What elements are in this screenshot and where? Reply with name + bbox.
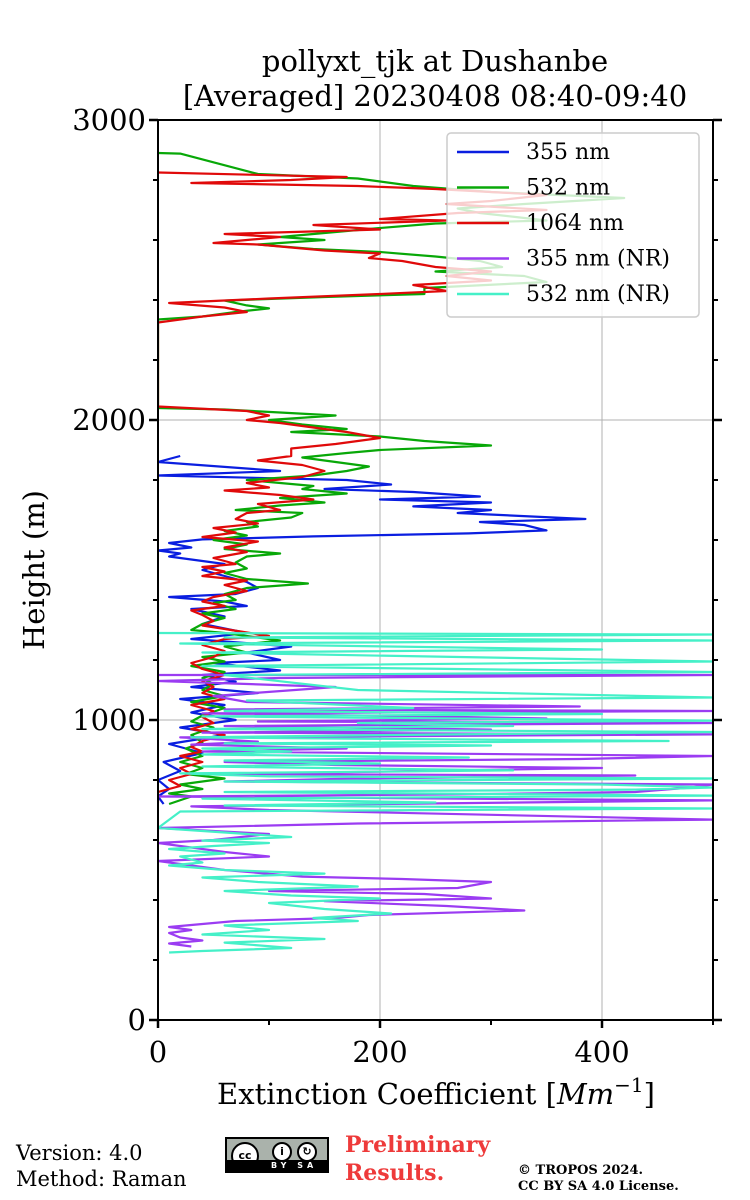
y-tick-label: 3000 — [72, 103, 146, 137]
x-tick-label: 0 — [149, 1035, 167, 1069]
cc-license-badge: cc i ↻ BY SA — [225, 1137, 329, 1173]
x-axis-label-unit: Mm — [556, 1077, 614, 1111]
x-tick-label: 400 — [574, 1035, 629, 1069]
legend-label: 1064 nm — [526, 211, 624, 236]
cc-badge-strip — [227, 1160, 327, 1171]
preliminary-line-1: Preliminary — [345, 1132, 491, 1158]
method-label: Method: Raman — [16, 1167, 187, 1191]
cc-badge-text: BY SA — [271, 1161, 318, 1170]
license-notice: CC BY SA 4.0 License. — [518, 1179, 679, 1194]
legend-label: 532 nm (NR) — [526, 282, 670, 307]
copyright-notice: © TROPOS 2024. — [518, 1163, 644, 1178]
y-tick-label: 2000 — [72, 403, 146, 437]
by-attribution-icon: i — [272, 1142, 292, 1162]
plot-frame — [157, 119, 714, 1021]
chart-title: pollyxt_tjk at Dushanbe — [262, 44, 608, 79]
preliminary-line-2: Results. — [345, 1160, 445, 1186]
legend-label: 532 nm — [526, 176, 610, 201]
series-line-2 — [158, 171, 548, 803]
x-tick-label: 200 — [352, 1035, 407, 1069]
x-axis-label: Extinction Coefficient [Mm−1] — [217, 1073, 655, 1111]
x-axis-label-text: Extinction Coefficient [ — [217, 1077, 557, 1111]
x-axis-label-close: ] — [644, 1077, 655, 1111]
x-axis-label-exponent: −1 — [614, 1073, 643, 1097]
chart-subtitle: [Averaged] 20230408 08:40-09:40 — [183, 79, 687, 113]
preliminary-results-note: Preliminary Results. — [345, 1131, 520, 1187]
version-label: Version: 4.0 — [16, 1141, 143, 1165]
legend-label: 355 nm — [526, 140, 610, 165]
y-axis-label: Height (m) — [17, 490, 51, 650]
legend-box — [446, 132, 700, 318]
share-alike-icon: ↻ — [297, 1142, 317, 1162]
legend-label: 355 nm (NR) — [526, 247, 670, 272]
y-tick-label: 1000 — [72, 703, 146, 737]
series-line-1 — [158, 151, 626, 806]
y-tick-label: 0 — [128, 1003, 146, 1037]
legend: 355 nm 532 nm 1064 nm 355 nm (NR) 532 nm (NR… — [446, 132, 700, 318]
series-lines — [158, 151, 713, 954]
axes: 0 1000 2000 3000 0 200 400 — [72, 103, 722, 1069]
series-line-4 — [158, 631, 713, 954]
